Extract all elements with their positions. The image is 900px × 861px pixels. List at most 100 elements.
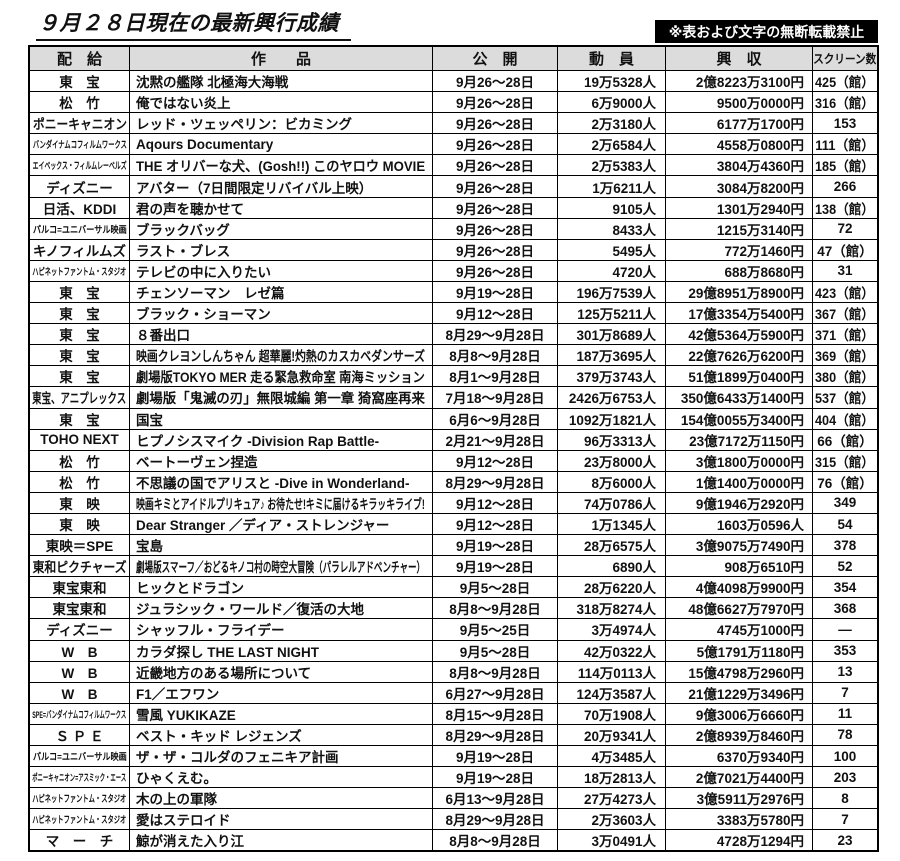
screens-cell: 54 [837, 516, 853, 532]
table-row: 東 宝ブラック・ショーマン 9月12～28日 125万5211人 17億3354万54… [30, 303, 877, 325]
release-cell: 9月19～28日 [433, 767, 558, 788]
attendance-cell: 28万6575人 [558, 535, 666, 556]
release-cell: 9月26～28日 [433, 92, 558, 113]
table-row: 東和ピクチャーズ 劇場版スマーフ／おどるキノコ村の時空大冒険（パラレルアドベンチャ… [30, 556, 877, 578]
table-row: W B 近畿地方のある場所について 8月8～9月28日 114万0113人 15億479… [30, 661, 877, 683]
title-cell: 劇場版「鬼滅の刃」無限城編 第一章 猗窩座再来 [130, 387, 433, 408]
release-cell: 9月26～28日 [433, 155, 558, 176]
title-cell: ヒプノシスマイク -Division Rap Battle- [130, 429, 433, 450]
attendance-cell: 124万3587人 [558, 682, 666, 703]
table-row: W B F1／エフワン 6月27～9月28日 124万3587人 21億1229万349… [30, 682, 877, 704]
page-title: ９月２８日現在の最新興行成績 [36, 7, 351, 41]
release-cell: 6月27～9月28日 [433, 682, 558, 703]
screens-cell: 7 [841, 685, 849, 701]
attendance-cell: 301万8689人 [558, 324, 666, 345]
attendance-cell: 6万9000人 [558, 92, 666, 113]
distributor-cell: ディズニー [30, 619, 130, 640]
table-row: 東 宝チェンソーマン レゼ篇 9月19～28日 196万7539人 29億8951万8… [30, 281, 877, 304]
table-row: パルコ=ユニバーサル映画 ブラックバッグ 9月26～28日 8433人 1215万314… [30, 218, 877, 240]
screens-cell: 7 [841, 811, 849, 827]
revenue-cell: 2億8939万8460円 [666, 724, 813, 745]
distributor-cell: SPE=バンダイナムコフィルムワークス [30, 703, 130, 724]
attendance-cell: 27万4273人 [558, 788, 666, 809]
release-cell: 8月29～9月28日 [433, 324, 558, 345]
attendance-cell: 8433人 [558, 218, 666, 239]
screens-cell: 13 [837, 664, 853, 680]
table-body: 東 宝沈黙の艦隊 北極海大海戦 9月26～28日 19万5328人 2億8223万31… [30, 71, 877, 851]
release-cell: 8月29～9月28日 [433, 724, 558, 745]
title-cell: 不思議の国でアリスと -Dive in Wonderland- [130, 471, 433, 492]
header-distributor: 配 給 [30, 47, 130, 70]
screens-cell: 378 [833, 537, 857, 553]
screens-cell: 316（館） [815, 96, 875, 112]
screens-cell: 368 [833, 600, 857, 616]
table-row: 東 映映画キミとアイドルプリキュア♪ お待たせ!キミに届けるキラッキライブ! 9月… [30, 492, 877, 514]
distributor-cell: 東和ピクチャーズ [30, 556, 130, 577]
screens-cell: 111（館） [815, 138, 875, 154]
table-row: 松 竹俺ではない炎上 9月26～28日 6万9000人 9500万0000円 316（館… [30, 92, 877, 114]
screens-cell: 52 [837, 558, 853, 574]
release-cell: 6月6～9月28日 [433, 408, 558, 429]
screens-cell: ― [838, 621, 852, 637]
release-cell: 9月26～28日 [433, 218, 558, 239]
release-cell: 9月19～28日 [433, 556, 558, 577]
release-cell: 9月12～28日 [433, 303, 558, 324]
revenue-cell: 2億7021万4400円 [666, 767, 813, 788]
title-cell: 宝島 [130, 535, 433, 556]
revenue-cell: 42億5364万5900円 [666, 324, 813, 345]
release-cell: 9月5～25日 [433, 619, 558, 640]
title-cell: 劇場版スマーフ／おどるキノコ村の時空大冒険（パラレルアドベンチャー） [130, 556, 433, 577]
distributor-cell: W B [30, 640, 130, 661]
release-cell: 8月8～9月28日 [433, 661, 558, 682]
title-cell: Aqours Documentary [130, 134, 433, 155]
screens-cell: 203 [833, 769, 857, 785]
distributor-cell: 東 宝 [30, 345, 130, 366]
revenue-cell: 1億1400万0000円 [666, 471, 813, 492]
table-row: ハピネットファントム・スタジオ 木の上の軍隊 6月13～9月28日 27万4273人 3… [30, 788, 877, 810]
screens-cell: 315（館） [815, 454, 875, 470]
screens-cell: 31 [837, 263, 853, 279]
title-cell: 君の声を聴かせて [130, 197, 433, 218]
table-row: エイベックス・フィルムレーベルズ THE オリバーな犬、(Gosh!!) このヤロ… [30, 155, 877, 177]
screens-cell: 11 [837, 706, 853, 722]
title-cell: ザ・ザ・コルダのフェニキア計画 [130, 746, 433, 767]
revenue-cell: 17億3354万5400円 [666, 303, 813, 324]
screens-cell: 537（館） [815, 391, 875, 407]
title-cell: ブラック・ショーマン [130, 303, 433, 324]
table-row: 東 宝沈黙の艦隊 北極海大海戦 9月26～28日 19万5328人 2億8223万31… [30, 71, 877, 93]
release-cell: 8月8～9月28日 [433, 830, 558, 851]
revenue-cell: 51億1899万0400円 [666, 366, 813, 387]
table-row: 松 竹不思議の国でアリスと -Dive in Wonderland- 8月29～9… [30, 471, 877, 493]
title-cell: 俺ではない炎上 [130, 92, 433, 113]
distributor-cell: 東 宝 [30, 324, 130, 345]
distributor-cell: キノフィルムズ [30, 239, 130, 260]
distributor-cell: 東 映 [30, 492, 130, 513]
table-row: 東宝東和 ジュラシック・ワールド／復活の大地 8月8～9月28日 318万8274人 4… [30, 598, 877, 620]
attendance-cell: 196万7539人 [558, 281, 666, 303]
revenue-cell: 23億7172万1150円 [666, 429, 813, 450]
release-cell: 9月12～28日 [433, 450, 558, 471]
attendance-cell: 2万3180人 [558, 113, 666, 134]
boxoffice-table: 配 給 作 品 公 開 動 員 興 収 スクリーン数 東 宝沈黙の艦隊 北極海大… [28, 45, 879, 853]
release-cell: 9月26～28日 [433, 260, 558, 281]
release-cell: 9月19～28日 [433, 281, 558, 303]
screens-cell: 185（館） [815, 159, 875, 175]
title-cell: ベスト・キッド レジェンズ [130, 724, 433, 745]
title-cell: アバター（7日間限定リバイバル上映） [130, 176, 433, 197]
attendance-cell: 18万2813人 [558, 767, 666, 788]
header-release: 公 開 [433, 47, 558, 70]
attendance-cell: 2万3603人 [558, 809, 666, 830]
title-cell: シャッフル・フライデー [130, 619, 433, 640]
distributor-cell: ディズニー [30, 176, 130, 197]
attendance-cell: 125万5211人 [558, 303, 666, 324]
table-header-row: 配 給 作 品 公 開 動 員 興 収 スクリーン数 [30, 47, 877, 71]
attendance-cell: 20万9341人 [558, 724, 666, 745]
header-revenue: 興 収 [666, 47, 813, 70]
screens-cell: 47（館） [817, 243, 873, 259]
attendance-cell: 2426万6753人 [558, 387, 666, 408]
revenue-cell: 1215万3140円 [666, 218, 813, 239]
revenue-cell: 4億4098万9900円 [666, 577, 813, 598]
distributor-cell: ハピネットファントム・スタジオ [30, 260, 130, 281]
table-row: 東 宝映画クレヨンしんちゃん 超華麗!灼熱のカスカベダンサーズ 8月8～9月28日… [30, 345, 877, 367]
